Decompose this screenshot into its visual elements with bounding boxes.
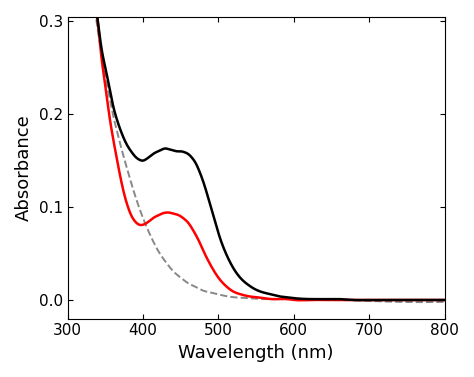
Y-axis label: Absorbance: Absorbance xyxy=(15,114,33,221)
X-axis label: Wavelength (nm): Wavelength (nm) xyxy=(178,344,334,362)
